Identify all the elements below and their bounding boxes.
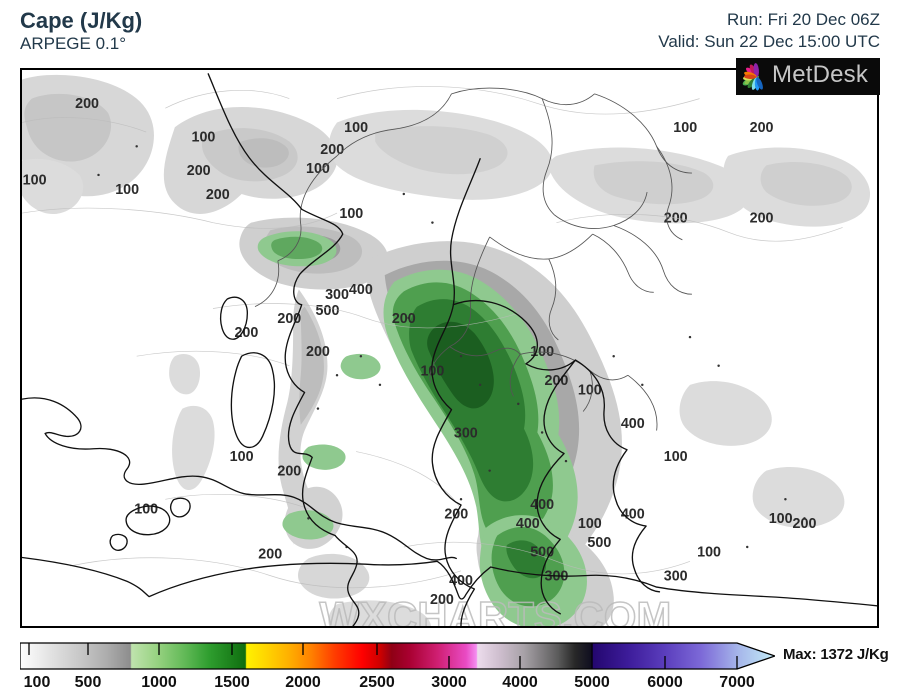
svg-text:200: 200 xyxy=(793,516,817,532)
svg-text:2000: 2000 xyxy=(285,674,321,691)
svg-text:1500: 1500 xyxy=(214,674,250,691)
svg-text:400: 400 xyxy=(349,282,373,298)
svg-text:500: 500 xyxy=(316,303,340,319)
svg-text:1000: 1000 xyxy=(141,674,177,691)
svg-text:2500: 2500 xyxy=(359,674,395,691)
svg-text:200: 200 xyxy=(320,142,344,158)
svg-text:300: 300 xyxy=(664,568,688,584)
svg-text:100: 100 xyxy=(23,172,47,188)
svg-text:200: 200 xyxy=(234,325,258,341)
svg-text:300: 300 xyxy=(454,425,478,441)
svg-text:100: 100 xyxy=(673,120,697,136)
svg-text:100: 100 xyxy=(24,674,51,691)
svg-text:100: 100 xyxy=(578,382,602,398)
svg-text:100: 100 xyxy=(697,545,721,561)
svg-text:200: 200 xyxy=(750,120,774,136)
svg-text:4000: 4000 xyxy=(502,674,538,691)
svg-text:100: 100 xyxy=(230,449,254,465)
svg-text:100: 100 xyxy=(339,206,363,222)
svg-text:200: 200 xyxy=(277,311,301,327)
svg-text:200: 200 xyxy=(392,311,416,327)
svg-text:100: 100 xyxy=(134,502,158,518)
svg-text:WXCHARTS.COM: WXCHARTS.COM xyxy=(319,593,671,628)
svg-text:5000: 5000 xyxy=(574,674,610,691)
svg-text:200: 200 xyxy=(430,592,454,608)
svg-text:400: 400 xyxy=(621,416,645,432)
svg-text:500: 500 xyxy=(587,535,611,551)
svg-text:7000: 7000 xyxy=(719,674,755,691)
svg-text:200: 200 xyxy=(75,96,99,112)
svg-text:200: 200 xyxy=(187,163,211,179)
svg-text:300: 300 xyxy=(325,287,349,303)
svg-text:200: 200 xyxy=(306,344,330,360)
svg-text:6000: 6000 xyxy=(647,674,683,691)
svg-text:100: 100 xyxy=(192,130,216,146)
svg-text:200: 200 xyxy=(277,463,301,479)
svg-text:400: 400 xyxy=(516,516,540,532)
svg-text:200: 200 xyxy=(206,187,230,203)
svg-text:200: 200 xyxy=(258,546,282,562)
svg-text:200: 200 xyxy=(750,211,774,227)
svg-text:100: 100 xyxy=(664,449,688,465)
svg-text:100: 100 xyxy=(769,511,793,527)
svg-text:100: 100 xyxy=(578,516,602,532)
svg-text:400: 400 xyxy=(530,497,554,513)
svg-text:100: 100 xyxy=(344,120,368,136)
svg-text:3000: 3000 xyxy=(431,674,467,691)
svg-text:100: 100 xyxy=(115,182,139,198)
svg-text:500: 500 xyxy=(75,674,102,691)
